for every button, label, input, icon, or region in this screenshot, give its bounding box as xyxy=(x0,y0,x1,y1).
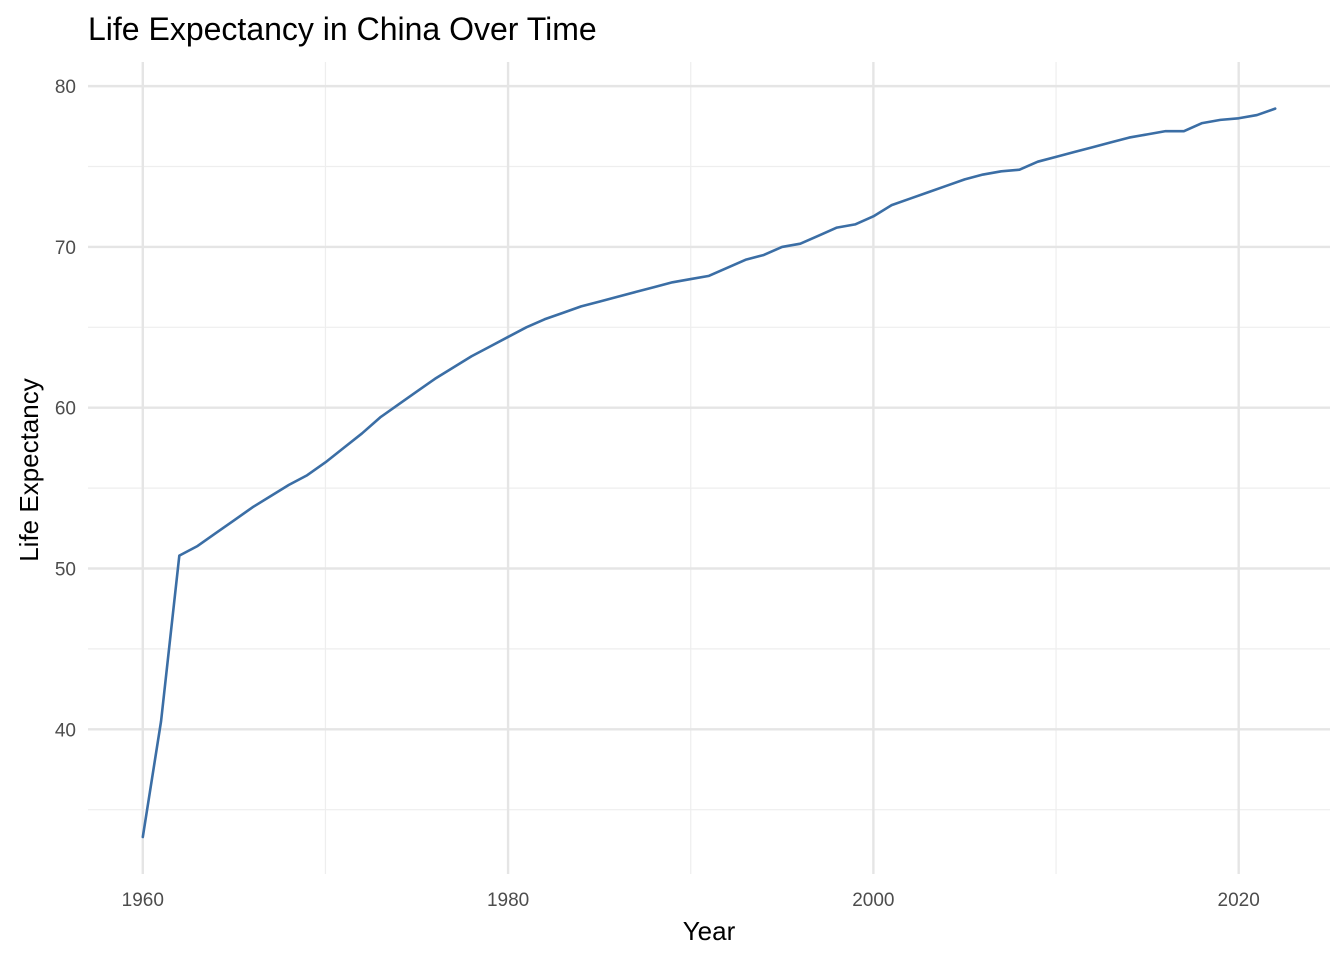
y-axis-title: Life Expectancy xyxy=(14,378,44,562)
x-tick-label: 1960 xyxy=(122,890,164,911)
series-group xyxy=(141,107,1277,839)
y-tick-label: 70 xyxy=(55,238,76,259)
y-tick-label: 40 xyxy=(55,720,76,741)
y-tick-label: 80 xyxy=(55,77,76,98)
y-tick-label: 50 xyxy=(55,559,76,580)
chart-title: Life Expectancy in China Over Time xyxy=(88,11,597,47)
y-tick-label: 60 xyxy=(55,399,76,420)
x-axis-title: Year xyxy=(683,916,736,946)
x-tick-label: 2020 xyxy=(1218,890,1260,911)
series-line xyxy=(141,107,1277,839)
major-gridlines xyxy=(88,62,1330,874)
y-axis-tick-labels: 40 50 60 70 80 xyxy=(55,77,76,741)
x-axis-tick-labels: 1960 1980 2000 2020 xyxy=(122,890,1260,911)
x-tick-label: 1980 xyxy=(487,890,529,911)
minor-gridlines xyxy=(88,62,1330,874)
x-tick-label: 2000 xyxy=(852,890,894,911)
